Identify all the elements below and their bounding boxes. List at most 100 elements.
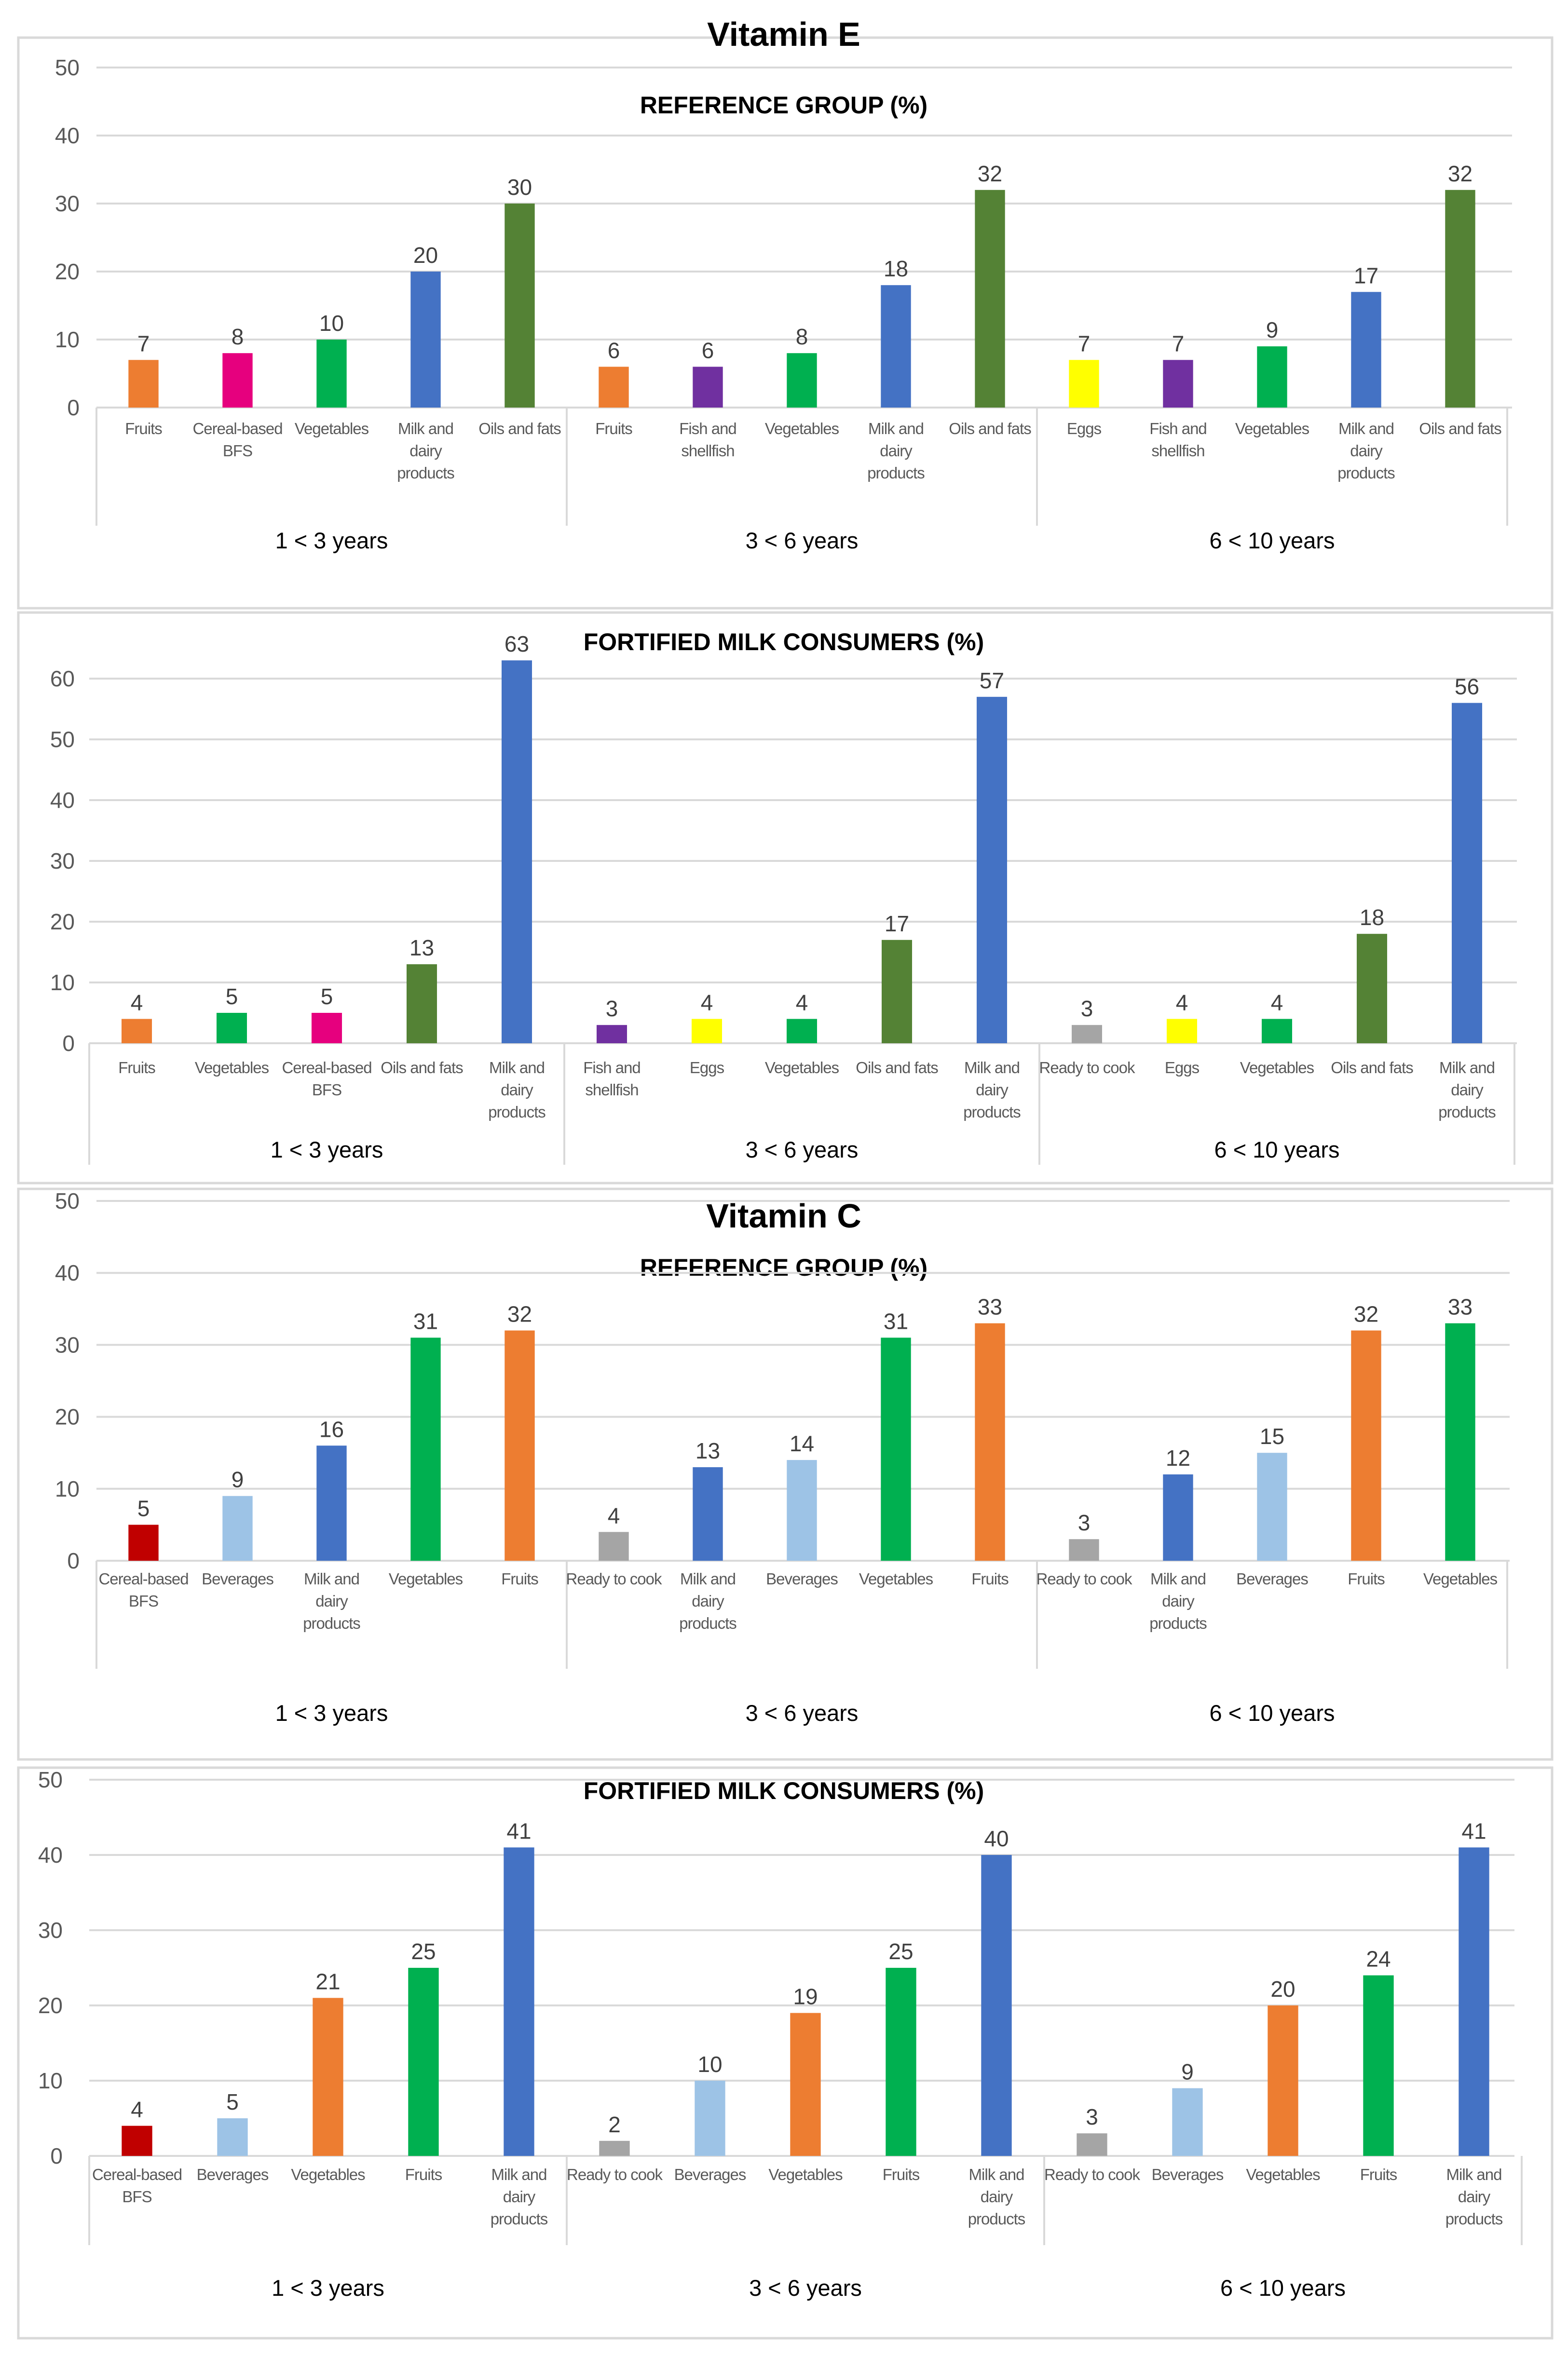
bar	[504, 204, 535, 408]
category-label: Eggs	[1165, 1059, 1200, 1077]
y-tick-label: 60	[50, 666, 75, 691]
y-tick-label: 40	[55, 123, 80, 148]
bar	[1451, 703, 1483, 1043]
age-group-label: 6 < 10 years	[1214, 1137, 1340, 1162]
data-label: 3	[1078, 1510, 1091, 1535]
bar	[122, 2126, 152, 2156]
bar	[1077, 2133, 1107, 2156]
category-label: Milk and dairy products	[488, 1059, 545, 1121]
bar	[128, 1525, 159, 1561]
bar	[316, 1445, 347, 1561]
data-label: 31	[884, 1308, 908, 1334]
bar	[790, 2013, 821, 2156]
data-label: 5	[321, 984, 333, 1009]
category-label-line: products	[303, 1614, 360, 1632]
bar	[1069, 1539, 1099, 1561]
category-label: Fruits	[1348, 1570, 1385, 1588]
chart-panel-1: REFERENCE GROUP (%) 0 10 20 30 40 50 7 Fruits 8 Ce…	[55, 55, 1512, 553]
category-label: Ready to cook	[1039, 1059, 1135, 1077]
y-tick-label: 50	[50, 727, 75, 752]
category-label: Oils and fats	[856, 1059, 938, 1077]
category-label-line: BFS	[312, 1081, 341, 1099]
bar	[408, 1968, 439, 2156]
bar	[216, 1013, 247, 1043]
category-label: Ready to cook	[567, 2166, 663, 2183]
bar	[695, 2081, 725, 2156]
category-label-line: dairy	[880, 442, 913, 460]
data-label: 21	[315, 1969, 340, 1994]
data-label: 4	[131, 990, 143, 1015]
category-label: Cereal-based BFS	[192, 420, 282, 460]
category-label-line: Milk and	[868, 420, 924, 437]
bar	[410, 1337, 441, 1561]
data-label: 19	[793, 1984, 818, 2009]
panel-frame	[17, 611, 1554, 1185]
bar	[1445, 1323, 1475, 1561]
age-group-label: 3 < 6 years	[749, 2275, 862, 2301]
category-label: Oils and fats	[949, 420, 1031, 437]
category-label: Milk and dairy products	[963, 1059, 1021, 1121]
data-label: 24	[1366, 1947, 1391, 1972]
category-label: Vegetables	[768, 2166, 843, 2183]
y-tick-label: 50	[38, 1767, 63, 1792]
data-label: 12	[1166, 1445, 1190, 1471]
category-label: Milk and dairy products	[968, 2166, 1025, 2228]
data-label: 9	[1266, 317, 1279, 342]
data-label: 5	[226, 984, 238, 1009]
age-group-label: 3 < 6 years	[746, 1137, 859, 1162]
bar	[881, 1337, 911, 1561]
y-tick-label: 30	[38, 1918, 63, 1943]
section-title-vitamin-c: Vitamin C	[706, 1197, 861, 1235]
category-label: Ready to cook	[1044, 2166, 1140, 2183]
category-label: Vegetables	[1235, 420, 1309, 437]
chart-panel-4: FORTIFIED MILK CONSUMERS (%) 0 10 20 30 40 50 4…	[38, 1767, 1523, 2301]
category-label: Milk and dairy products	[303, 1570, 360, 1632]
category-label: Fruits	[125, 420, 162, 437]
data-label: 32	[978, 161, 1002, 186]
bar	[693, 1467, 723, 1561]
category-label-line: Milk and	[1338, 420, 1394, 437]
category-label: Fruits	[118, 1059, 155, 1077]
chart-panel-2: FORTIFIED MILK CONSUMERS (%) 0 10 20 30 40 50 6…	[50, 628, 1517, 1165]
category-label-line: products	[1445, 2210, 1503, 2228]
bar	[1356, 934, 1388, 1043]
category-label: Fruits	[405, 2166, 442, 2183]
category-label: Fruits	[595, 420, 632, 437]
data-label: 63	[504, 631, 529, 656]
bar	[975, 1323, 1005, 1561]
data-label: 56	[1455, 674, 1479, 699]
bar	[217, 2118, 248, 2156]
data-label: 4	[131, 2097, 143, 2122]
data-label: 16	[319, 1417, 344, 1442]
category-label: Milk and dairy products	[491, 2166, 548, 2228]
chart-title: FORTIFIED MILK CONSUMERS (%)	[584, 628, 984, 655]
bar	[1261, 1019, 1293, 1043]
bar	[1257, 346, 1287, 408]
bar	[1363, 1975, 1394, 2156]
category-label-line: dairy	[1162, 1592, 1195, 1610]
category-label: Vegetables	[1423, 1570, 1498, 1588]
category-label: Eggs	[690, 1059, 724, 1077]
panel-frame	[17, 36, 1554, 610]
data-label: 7	[1172, 331, 1185, 356]
category-label-line: products	[968, 2210, 1025, 2228]
age-group-label: 6 < 10 years	[1210, 528, 1335, 553]
category-label-line: BFS	[122, 2188, 151, 2206]
category-label-line: Milk and	[304, 1570, 359, 1588]
category-label-line: shellfish	[681, 442, 734, 460]
y-tick-label: 0	[62, 1031, 75, 1056]
category-label: Milk and dairy products	[867, 420, 925, 482]
category-label: Beverages	[1236, 1570, 1308, 1588]
chart-title: FORTIFIED MILK CONSUMERS (%)	[584, 1777, 984, 1804]
data-label: 4	[701, 990, 713, 1015]
data-label: 13	[695, 1438, 720, 1463]
bar	[596, 1025, 627, 1043]
category-label: Milk and dairy products	[1149, 1570, 1207, 1632]
bar	[311, 1013, 342, 1043]
category-label: Fruits	[883, 2166, 920, 2183]
y-tick-label: 10	[55, 327, 80, 352]
bar	[976, 696, 1008, 1043]
bar	[222, 1496, 253, 1561]
